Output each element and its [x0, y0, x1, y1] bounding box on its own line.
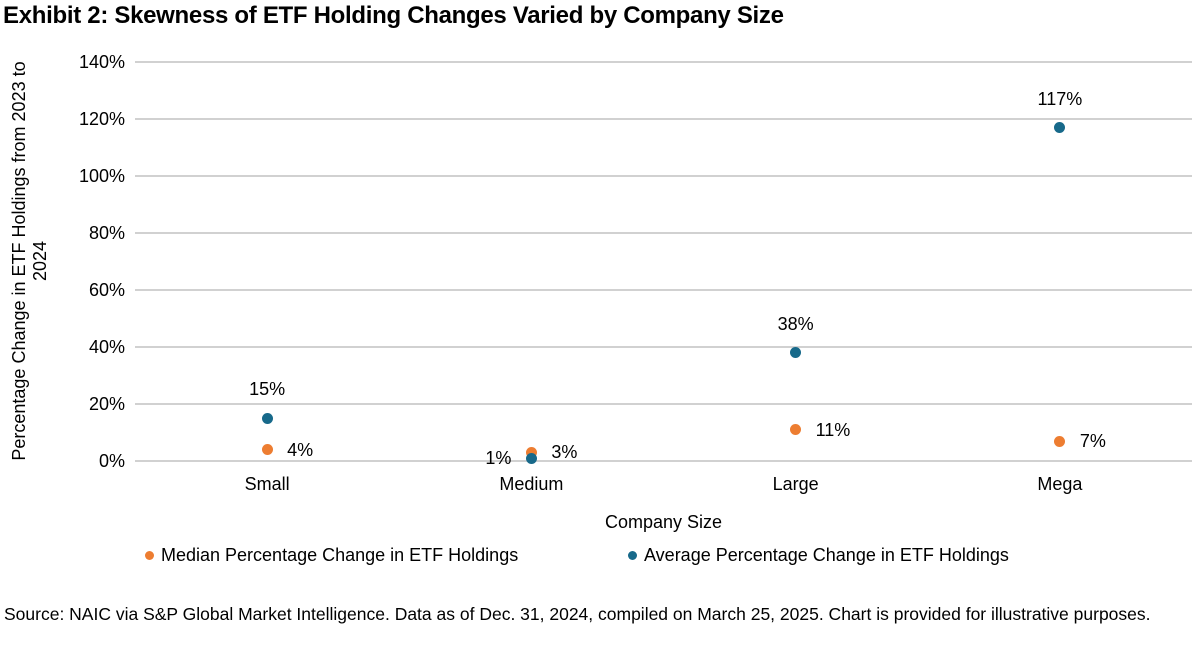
source-note: Source: NAIC via S&P Global Market Intel…: [4, 604, 1151, 624]
gridline: [135, 175, 1192, 177]
data-point: [525, 452, 537, 464]
data-point: [261, 412, 273, 424]
y-tick-label: 60%: [88, 280, 125, 300]
legend-item: Average Percentage Change in ETF Holding…: [628, 544, 1009, 566]
legend-item: Median Percentage Change in ETF Holdings: [145, 544, 518, 566]
x-category-label: Small: [244, 474, 290, 494]
gridline: [135, 118, 1192, 120]
legend-swatch-icon: [628, 550, 637, 560]
data-point-label: 11%: [815, 419, 851, 440]
y-tick-label: 80%: [88, 223, 125, 243]
legend-label: Median Percentage Change in ETF Holdings: [161, 545, 519, 565]
data-point: [790, 424, 802, 436]
gridline: [135, 346, 1192, 348]
x-axis-title: Company Size: [604, 512, 723, 532]
data-point-label: 3%: [551, 442, 578, 463]
data-point-label: 7%: [1079, 431, 1106, 452]
x-category-label: Mega: [1037, 474, 1083, 494]
gridline: [135, 232, 1192, 234]
data-point: [525, 446, 537, 458]
y-tick-label: 20%: [88, 394, 125, 414]
x-category-label: Large: [772, 474, 819, 494]
data-point-label: 117%: [1037, 88, 1083, 109]
y-tick-label: 100%: [78, 166, 125, 186]
y-tick-label: 40%: [88, 337, 125, 357]
gridline: [135, 460, 1192, 462]
legend-swatch-icon: [145, 550, 154, 560]
y-tick-label: 120%: [78, 109, 125, 129]
data-point-label: 1%: [485, 448, 512, 469]
data-point: [1054, 435, 1066, 447]
data-point: [261, 444, 273, 456]
y-tick-label: 140%: [78, 52, 125, 72]
gridline: [135, 61, 1192, 63]
chart-title: Exhibit 2: Skewness of ETF Holding Chang…: [3, 2, 784, 29]
legend-label: Average Percentage Change in ETF Holding…: [644, 545, 1009, 565]
y-tick-label: 0%: [98, 451, 125, 471]
data-point: [790, 347, 802, 359]
x-category-label: Medium: [499, 474, 564, 494]
data-point-label: 38%: [777, 313, 814, 334]
data-point: [1054, 122, 1066, 134]
data-point-label: 15%: [249, 379, 286, 400]
data-point-label: 4%: [287, 439, 314, 460]
gridline: [135, 289, 1192, 291]
gridline: [135, 403, 1192, 405]
